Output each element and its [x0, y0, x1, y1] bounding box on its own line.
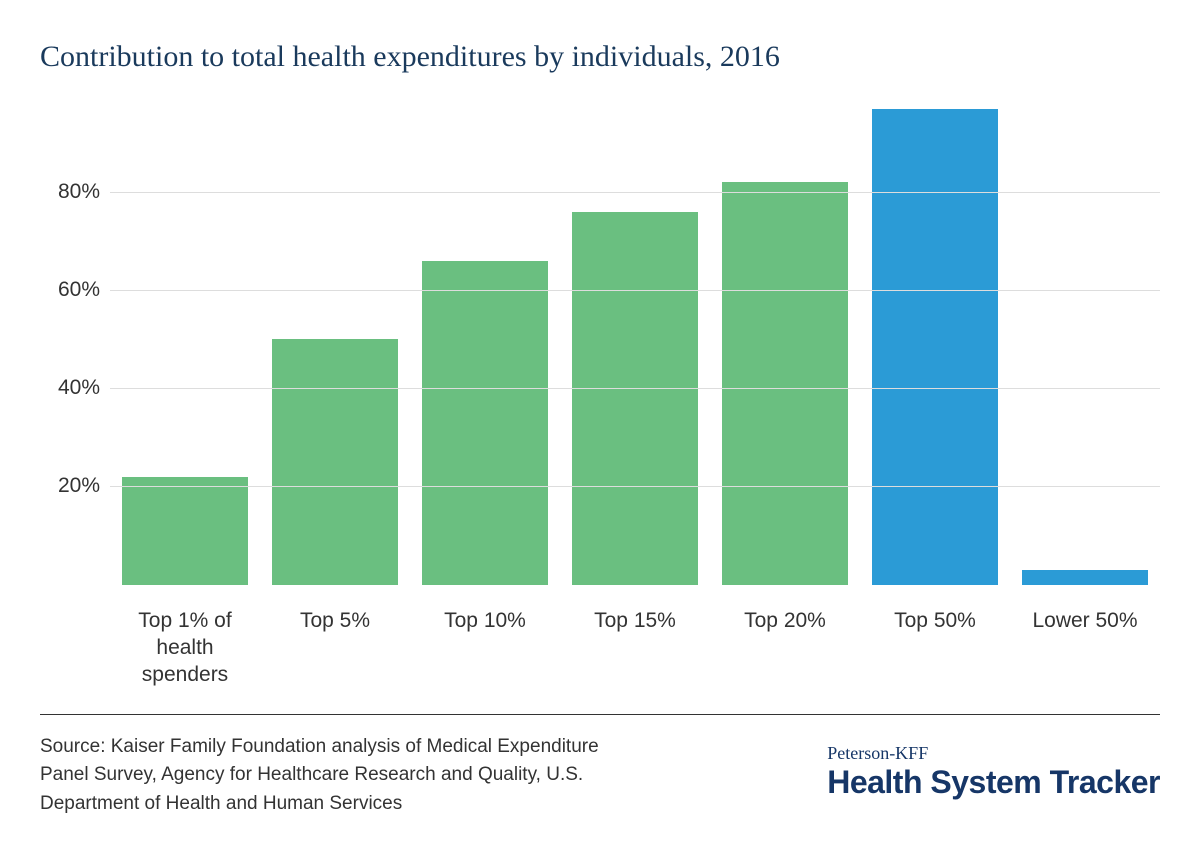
bar-slot: [110, 94, 260, 585]
bar-slot: [710, 94, 860, 585]
gridline: [110, 388, 1160, 389]
y-axis: 20% 40% 60% 80%: [40, 94, 110, 585]
bar-slot: [560, 94, 710, 585]
bar: [872, 109, 998, 585]
bars-group: [110, 94, 1160, 585]
chart-container: Contribution to total health expenditure…: [0, 0, 1200, 848]
bar: [272, 339, 398, 584]
gridline: [110, 290, 1160, 291]
x-axis-label: Top 20%: [710, 607, 860, 689]
chart-area: 20% 40% 60% 80%: [40, 94, 1160, 585]
bar: [572, 212, 698, 585]
bar-slot: [860, 94, 1010, 585]
branding: Peterson-KFF Health System Tracker: [827, 733, 1160, 801]
x-axis-label: Top 1% of health spenders: [110, 607, 260, 689]
bar: [122, 477, 248, 585]
brand-small-text: Peterson-KFF: [827, 743, 1160, 764]
gridline: [110, 192, 1160, 193]
y-tick-label: 20%: [58, 474, 100, 498]
bar: [1022, 570, 1148, 585]
bar: [722, 182, 848, 584]
y-tick-label: 80%: [58, 180, 100, 204]
chart-title: Contribution to total health expenditure…: [40, 40, 1160, 74]
chart-footer: Source: Kaiser Family Foundation analysi…: [40, 714, 1160, 819]
bar-slot: [410, 94, 560, 585]
x-axis-label: Top 15%: [560, 607, 710, 689]
brand-large-text: Health System Tracker: [827, 764, 1160, 801]
source-text: Source: Kaiser Family Foundation analysi…: [40, 733, 600, 819]
bar: [422, 261, 548, 585]
plot-area: [110, 94, 1160, 585]
y-tick-label: 40%: [58, 376, 100, 400]
x-axis-label: Top 50%: [860, 607, 1010, 689]
x-axis-labels: Top 1% of health spendersTop 5%Top 10%To…: [110, 607, 1160, 689]
y-tick-label: 60%: [58, 278, 100, 302]
x-axis-label: Top 10%: [410, 607, 560, 689]
gridline: [110, 486, 1160, 487]
x-axis-label: Top 5%: [260, 607, 410, 689]
bar-slot: [260, 94, 410, 585]
x-axis-label: Lower 50%: [1010, 607, 1160, 689]
bar-slot: [1010, 94, 1160, 585]
